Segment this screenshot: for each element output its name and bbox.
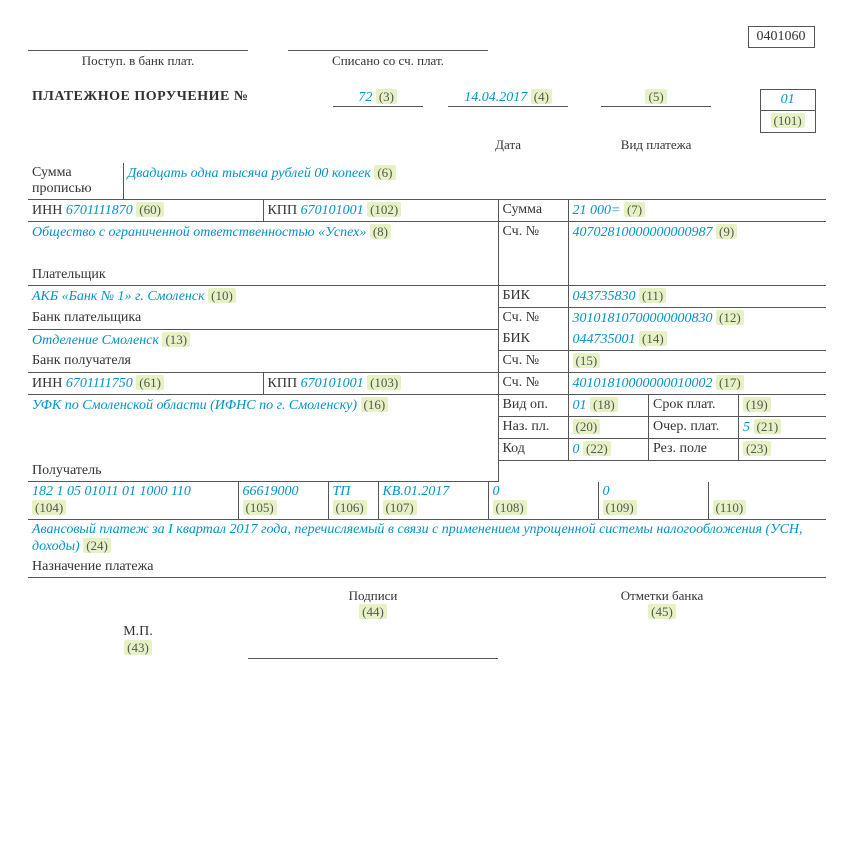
footer: Подписи(44) Отметки банка(45) М.П.(43)	[28, 586, 826, 660]
purpose-text: Авансовый платеж за I квартал 2017 года,…	[28, 520, 826, 557]
sum-words: Сумма прописью Двадцать одна тысяча рубл…	[28, 163, 826, 200]
doc-number: 72	[358, 90, 372, 105]
doc-title: ПЛАТЕЖНОЕ ПОРУЧЕНИЕ №	[28, 87, 324, 135]
header-row: ПЛАТЕЖНОЕ ПОРУЧЕНИЕ № 72 (3) 14.04.2017 …	[28, 87, 826, 155]
doc-date: 14.04.2017	[464, 90, 527, 105]
tax-row: 182 1 05 01011 01 1000 110(104) 66619000…	[28, 482, 826, 520]
spis-label: Списано со сч. плат.	[288, 50, 488, 71]
main-grid: ИНН 6701111870 (60) КПП 670101001 (102) …	[28, 200, 826, 482]
pos-label: Поступ. в банк плат.	[28, 50, 248, 71]
top-row: 0401060 Поступ. в банк плат. Списано со …	[28, 24, 826, 71]
form-code: 0401060	[748, 26, 815, 48]
